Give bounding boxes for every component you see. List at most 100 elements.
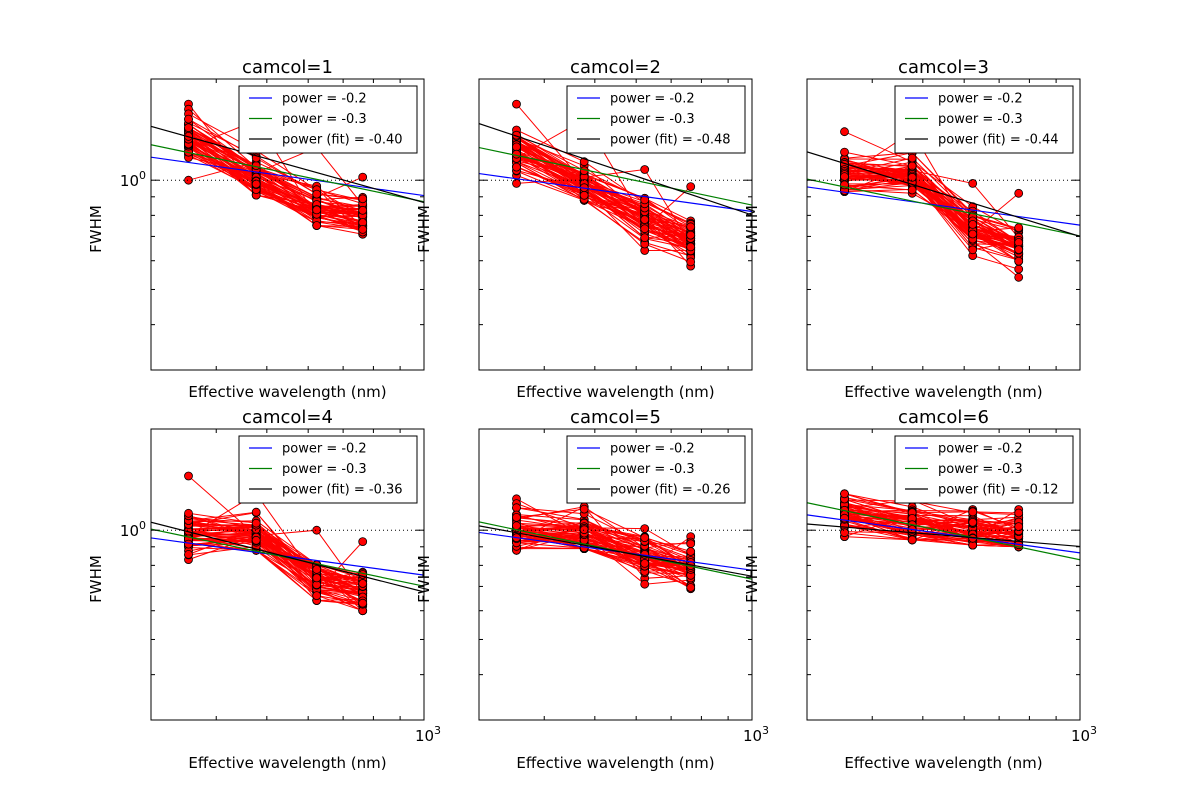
measurement-track — [516, 166, 691, 248]
legend-label: power = -0.2 — [610, 92, 695, 107]
power-line-03 — [151, 144, 424, 203]
measurement-track — [188, 133, 363, 208]
measurement-marker — [358, 205, 368, 215]
plot-content — [151, 99, 424, 239]
legend-label: power = -0.3 — [938, 112, 1023, 127]
measurement-marker — [686, 539, 696, 549]
measurement-marker — [358, 224, 368, 234]
measurement-marker — [686, 182, 696, 192]
measurement-marker — [840, 172, 849, 182]
legend-box — [566, 85, 746, 154]
measurement-track — [188, 511, 363, 586]
axes-frame — [806, 78, 1081, 371]
measurement-track — [844, 504, 1019, 529]
legend-label: power (fit) = -0.12 — [938, 483, 1059, 498]
measurement-marker — [312, 525, 322, 535]
legend-label: power = -0.2 — [938, 92, 1023, 107]
measurement-marker — [512, 513, 521, 522]
measurement-marker — [184, 508, 193, 518]
subplot-camcol-4: 100 103 camcol=4 Effective wavelength (nm) F… — [87, 407, 441, 772]
subplot-title: camcol=2 — [570, 57, 661, 78]
measurement-marker — [512, 162, 521, 172]
legend-label: power (fit) = -0.36 — [282, 483, 403, 498]
subplot-camcol-2: camcol=2 Effective wavelength (nm) FWHM pow… — [415, 57, 753, 401]
measurement-marker — [840, 489, 849, 499]
measurement-marker — [686, 222, 696, 232]
measurement-track — [844, 163, 1019, 251]
measurement-marker — [907, 535, 917, 545]
measurement-marker — [251, 179, 261, 189]
measurement-marker — [686, 242, 696, 252]
axes-frame — [150, 78, 425, 371]
measurement-marker — [512, 503, 521, 513]
measurement-track — [516, 546, 691, 587]
x-tick-label: 103 — [743, 724, 769, 745]
measurement-track — [188, 113, 363, 201]
measurement-marker — [686, 547, 696, 556]
measurement-marker — [184, 471, 193, 481]
measurement-marker — [1014, 237, 1024, 247]
measurement-track — [516, 154, 691, 242]
measurement-marker — [251, 507, 261, 517]
axis-ticks — [150, 429, 425, 721]
measurement-track — [844, 517, 1019, 546]
measurement-marker — [512, 149, 521, 159]
measurement-markers — [840, 489, 1024, 552]
measurement-track — [516, 146, 691, 236]
axes-frame — [478, 428, 753, 721]
measurement-track — [188, 132, 363, 208]
x-tick-label: 103 — [415, 724, 441, 745]
legend: power = -0.2 power = -0.3 power (fit) = -0… — [566, 85, 746, 154]
axis-ticks — [478, 79, 753, 371]
y-axis-label: FWHM — [415, 205, 433, 253]
subplot-title: camcol=5 — [570, 407, 661, 428]
power-fit-line — [151, 521, 424, 593]
y-axis-label: FWHM — [87, 205, 105, 253]
power-line-02 — [479, 172, 752, 213]
y-axis-label: FWHM — [743, 555, 761, 603]
measurement-track — [516, 157, 691, 237]
axis-ticks — [806, 79, 1081, 371]
measurement-marker — [312, 221, 322, 230]
power-line-03 — [807, 178, 1080, 237]
measurement-tracks — [844, 493, 1019, 548]
measurement-marker — [640, 195, 650, 205]
measurement-marker — [640, 524, 650, 533]
measurement-track — [188, 524, 363, 584]
measurement-marker — [1014, 272, 1024, 282]
measurement-track — [844, 496, 1019, 521]
plot-content — [807, 127, 1080, 282]
power-fit-line — [479, 525, 752, 577]
measurement-marker — [968, 178, 978, 188]
measurement-marker — [358, 579, 368, 588]
measurement-track — [516, 135, 691, 240]
measurement-track — [516, 152, 691, 251]
measurement-marker — [1014, 223, 1024, 233]
measurement-track — [188, 151, 363, 230]
measurement-track — [516, 153, 691, 239]
measurement-track — [188, 547, 363, 606]
subplot-camcol-5: 103 camcol=5 Effective wavelength (nm) FWHM… — [415, 407, 769, 772]
measurement-track — [844, 160, 1019, 243]
measurement-marker — [907, 185, 917, 195]
measurement-marker — [184, 539, 193, 549]
power-line-02 — [807, 186, 1080, 226]
axes-frame — [806, 428, 1081, 721]
measurement-tracks — [188, 475, 364, 612]
subplot-title: camcol=4 — [242, 407, 333, 428]
x-axis-label: Effective wavelength (nm) — [516, 754, 714, 772]
measurement-track — [516, 525, 691, 564]
x-axis-label: Effective wavelength (nm) — [844, 754, 1042, 772]
measurement-track — [844, 523, 1019, 548]
measurement-marker — [1014, 188, 1024, 198]
legend-label: power = -0.3 — [282, 462, 367, 477]
measurement-track — [516, 524, 691, 571]
measurement-marker — [686, 257, 696, 267]
measurement-track — [188, 542, 363, 594]
plot-content — [479, 99, 752, 271]
measurement-track — [188, 520, 363, 579]
legend-label: power (fit) = -0.40 — [282, 133, 403, 148]
measurement-track — [844, 513, 1019, 535]
measurement-marker — [640, 233, 650, 243]
legend-label: power (fit) = -0.44 — [938, 133, 1059, 148]
